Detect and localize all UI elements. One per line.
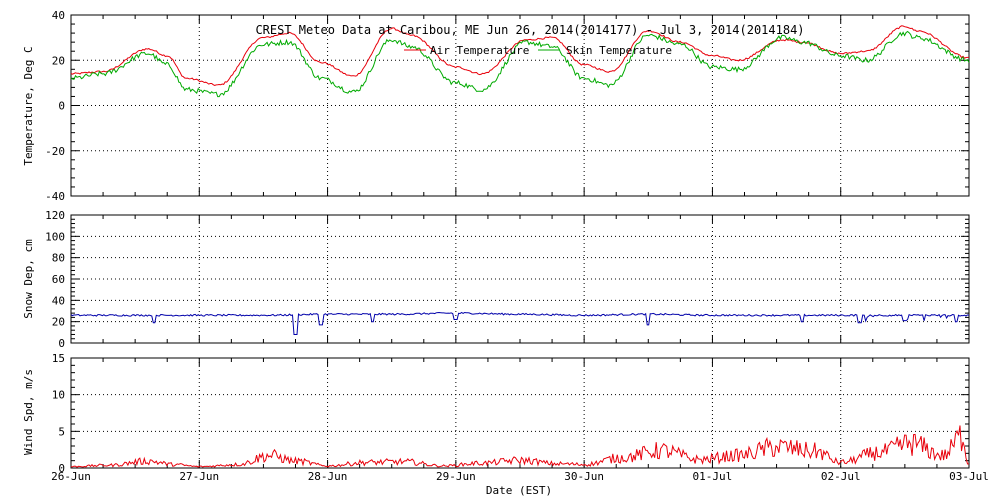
x-tick-label: 02-Jul	[821, 470, 861, 483]
y-axis-label-snow-depth: Snow Dep, cm	[22, 239, 35, 319]
temperature-series-air-temperature	[70, 25, 970, 87]
snow-depth-series-line	[70, 311, 970, 335]
x-tick-label: 27-Jun	[179, 470, 219, 483]
temperature-y-tick-label: -40	[45, 190, 65, 203]
temperature-y-tick-label: 0	[58, 100, 65, 113]
y-axis-label-temperature: Temperature, Deg C	[22, 46, 35, 165]
snow-depth-y-tick-label: 120	[45, 209, 65, 222]
snow-depth-y-tick-label: 80	[52, 252, 65, 265]
wind-speed-series-line	[70, 425, 970, 468]
x-tick-label: 01-Jul	[693, 470, 733, 483]
wind-speed-panel: 0 5 10 15 26-Jun 27-Jun 28-Jun 29-Jun 30-Jun 01-J…	[51, 352, 989, 483]
x-tick-label: 30-Jun	[564, 470, 604, 483]
wind-speed-y-tick-label: 10	[52, 389, 65, 402]
snow-depth-y-tick-label: 0	[58, 337, 65, 350]
legend-skin-temp-label: Skin Temperature	[566, 44, 672, 57]
snow-depth-y-tick-label: 40	[52, 294, 65, 307]
legend-air-temp-label: Air Temperature	[430, 44, 529, 57]
wind-speed-y-tick-label: 0	[58, 462, 65, 475]
snow-depth-y-tick-label: 20	[52, 316, 65, 329]
x-tick-label: 28-Jun	[308, 470, 348, 483]
snow-depth-y-tick-label: 60	[52, 273, 65, 286]
temperature-y-tick-label: 20	[52, 54, 65, 67]
wind-speed-y-tick-label: 15	[52, 352, 65, 365]
x-tick-label: 03-Jul	[949, 470, 989, 483]
temperature-y-tick-label: 40	[52, 9, 65, 22]
x-axis-label: Date (EST)	[486, 484, 552, 497]
temperature-series-skin-temperature	[70, 30, 970, 98]
x-tick-label: 26-Jun	[51, 470, 91, 483]
y-axis-label-wind-speed: Wind Spd, m/s	[22, 369, 35, 455]
wind-speed-y-tick-label: 5	[58, 425, 65, 438]
snow-depth-panel: 0 20 40 60 80 100 120	[45, 209, 970, 350]
temperature-y-tick-label: -20	[45, 145, 65, 158]
temperature-panel: -40 -20 0 20 40	[45, 9, 970, 203]
legend: Air Temperature Skin Temperature	[404, 44, 672, 57]
snow-depth-y-tick-label: 100	[45, 230, 65, 243]
chart-title: CREST Meteo Data at Caribou, ME Jun 26, …	[255, 23, 804, 37]
x-tick-label: 29-Jun	[436, 470, 476, 483]
